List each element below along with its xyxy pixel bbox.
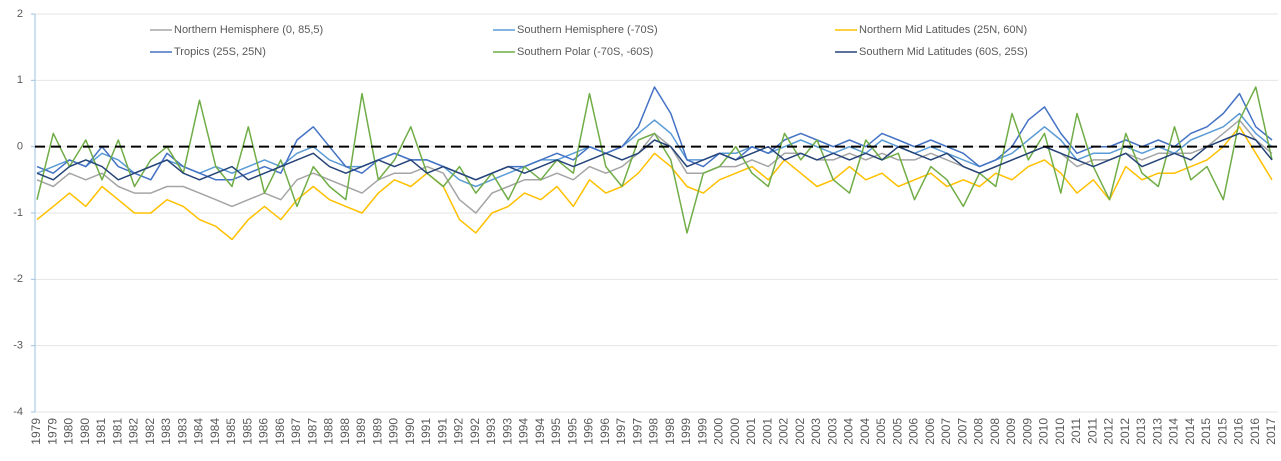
- x-tick-label: 1983: [175, 418, 189, 445]
- x-tick-label: 2013: [1134, 418, 1148, 445]
- x-tick-label: 2011: [1085, 418, 1099, 444]
- x-tick-label: 2006: [907, 418, 921, 445]
- legend-label: Southern Polar (-70S, -60S): [517, 46, 653, 58]
- x-tick-label: 1997: [614, 418, 628, 445]
- x-tick-label: 2006: [923, 418, 937, 445]
- x-tick-label: 1996: [582, 418, 596, 445]
- x-tick-label: 1989: [370, 418, 384, 445]
- x-tick-label: 2009: [1004, 418, 1018, 445]
- y-tick-label: -4: [13, 406, 23, 418]
- x-tick-label: 1989: [354, 418, 368, 445]
- x-tick-label: 1995: [549, 418, 563, 445]
- series-line: [36, 126, 1273, 241]
- x-tick-label: 1987: [305, 418, 319, 445]
- x-tick-label: 1984: [192, 418, 206, 445]
- series-line: [36, 86, 1273, 234]
- x-tick-label: 2007: [939, 418, 953, 445]
- x-tick-label: 1979: [29, 418, 43, 445]
- x-tick-label: 1991: [435, 418, 449, 445]
- x-tick-label: 1987: [289, 418, 303, 445]
- x-tick-label: 2014: [1183, 418, 1197, 445]
- y-tick-label: 1: [17, 74, 23, 86]
- x-tick-label: 1991: [419, 418, 433, 445]
- x-tick-label: 1994: [517, 418, 531, 445]
- legend-label: Northern Hemisphere (0, 85,5): [174, 24, 323, 36]
- x-tick-label: 2015: [1199, 418, 1213, 445]
- x-tick-label: 2016: [1248, 418, 1262, 445]
- x-tick-label: 1979: [45, 418, 59, 445]
- x-tick-label: 1982: [143, 418, 157, 445]
- x-tick-label: 2010: [1053, 418, 1067, 445]
- x-tick-label: 2008: [988, 418, 1002, 445]
- y-tick-label: -3: [13, 340, 23, 352]
- x-tick-label: 1990: [387, 418, 401, 445]
- x-tick-label: 2013: [1150, 418, 1164, 445]
- x-tick-label: 1998: [663, 418, 677, 445]
- x-tick-label: 1994: [533, 418, 547, 445]
- x-tick-label: 2014: [1167, 418, 1181, 445]
- x-tick-label: 2004: [842, 418, 856, 445]
- x-tick-label: 1999: [679, 418, 693, 445]
- x-tick-label: 2005: [890, 418, 904, 445]
- x-tick-label: 1996: [598, 418, 612, 445]
- y-tick-label: -2: [13, 273, 23, 285]
- legend-label: Southern Hemisphere (-70S): [517, 24, 658, 36]
- x-tick-label: 2007: [955, 418, 969, 445]
- x-tick-label: 2003: [809, 418, 823, 445]
- y-tick-label: 0: [17, 141, 23, 153]
- x-tick-label: 2001: [760, 418, 774, 445]
- x-tick-label: 1992: [468, 418, 482, 445]
- x-tick-label: 1988: [338, 418, 352, 445]
- x-tick-label: 2002: [793, 418, 807, 445]
- x-tick-label: 2011: [1069, 418, 1083, 444]
- x-tick-label: 1985: [224, 418, 238, 445]
- x-tick-label: 1983: [159, 418, 173, 445]
- x-tick-label: 1980: [78, 418, 92, 445]
- x-tick-label: 1999: [695, 418, 709, 445]
- x-tick-label: 1986: [257, 418, 271, 445]
- x-tick-label: 1986: [273, 418, 287, 445]
- series-line: [36, 132, 1273, 181]
- x-tick-label: 1988: [322, 418, 336, 445]
- x-tick-label: 1990: [403, 418, 417, 445]
- x-tick-label: 2003: [825, 418, 839, 445]
- y-tick-label: -1: [13, 207, 23, 219]
- x-tick-label: 2000: [712, 418, 726, 445]
- x-tick-label: 2010: [1037, 418, 1051, 445]
- x-tick-label: 2002: [777, 418, 791, 445]
- x-tick-label: 1995: [565, 418, 579, 445]
- x-tick-label: 1984: [208, 418, 222, 445]
- x-tick-label: 2015: [1215, 418, 1229, 445]
- x-tick-label: 2005: [874, 418, 888, 445]
- x-tick-label: 2004: [858, 418, 872, 445]
- x-tick-label: 1997: [630, 418, 644, 445]
- x-tick-label: 2001: [744, 418, 758, 445]
- x-tick-label: 1981: [110, 418, 124, 445]
- legend-label: Northern Mid Latitudes (25N, 60N): [859, 24, 1027, 36]
- x-tick-label: 2016: [1232, 418, 1246, 445]
- x-tick-label: 1981: [94, 418, 108, 445]
- x-tick-label: 2009: [1020, 418, 1034, 445]
- x-tick-label: 1992: [452, 418, 466, 445]
- legend-label: Tropics (25S, 25N): [174, 46, 266, 58]
- x-tick-label: 2012: [1102, 418, 1116, 445]
- x-tick-label: 1980: [62, 418, 76, 445]
- x-tick-label: 2008: [972, 418, 986, 445]
- x-tick-label: 1993: [500, 418, 514, 445]
- x-tick-label: 2017: [1264, 418, 1278, 445]
- x-tick-label: 2012: [1118, 418, 1132, 445]
- x-tick-label: 2000: [728, 418, 742, 445]
- x-tick-label: 1998: [647, 418, 661, 445]
- x-tick-label: 1982: [127, 418, 141, 445]
- x-tick-label: 1985: [240, 418, 254, 445]
- y-tick-label: 2: [17, 8, 23, 20]
- legend-label: Southern Mid Latitudes (60S, 25S): [859, 46, 1028, 58]
- x-tick-label: 1993: [484, 418, 498, 445]
